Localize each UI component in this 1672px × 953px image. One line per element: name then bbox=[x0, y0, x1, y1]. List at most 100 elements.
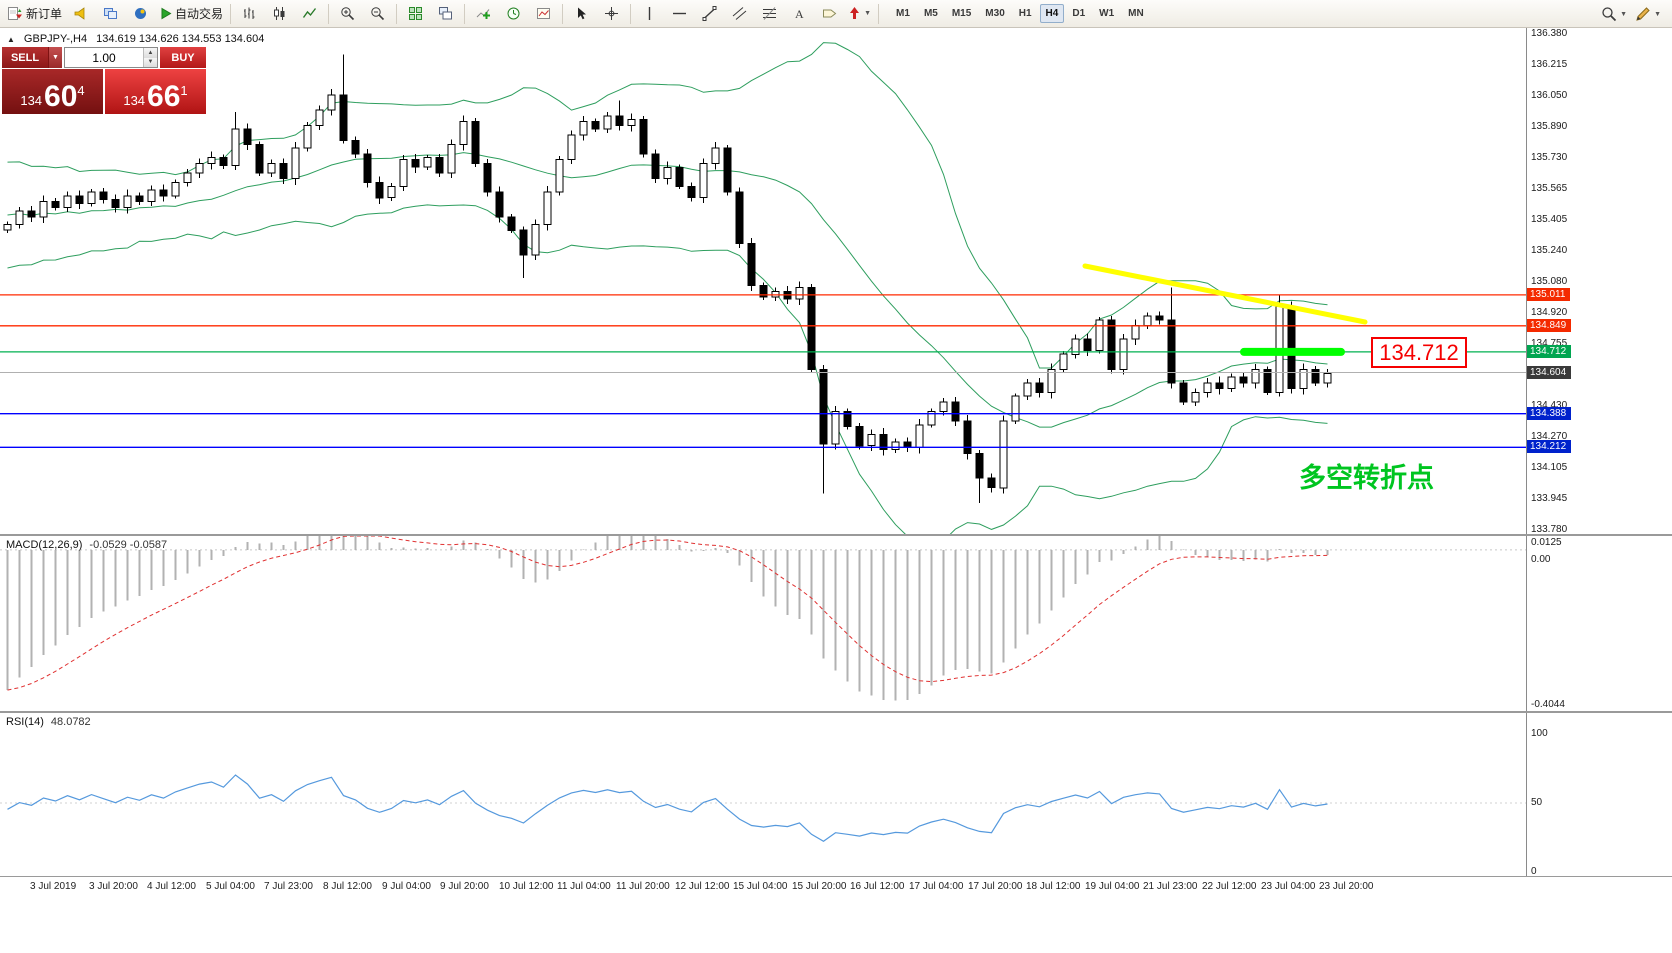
timeline-label: 8 Jul 12:00 bbox=[323, 881, 372, 892]
timeframe-m15[interactable]: M15 bbox=[951, 8, 972, 19]
chart-windows-button[interactable] bbox=[96, 3, 125, 25]
search-button[interactable]: ▼ bbox=[1598, 3, 1630, 25]
timeframe-h4[interactable]: H4 bbox=[1039, 4, 1065, 23]
turning-point-text[interactable]: 多空转折点 bbox=[1299, 463, 1434, 493]
price-axis-label: 135.565 bbox=[1531, 183, 1568, 194]
macd-header: MACD(12,26,9) -0.0529 -0.0587 bbox=[6, 539, 167, 551]
buy-price-base: 134 bbox=[123, 93, 146, 108]
volume-up-button[interactable]: ▲ bbox=[144, 48, 157, 58]
community-button[interactable] bbox=[126, 3, 155, 25]
timeline-label: 9 Jul 04:00 bbox=[382, 881, 431, 892]
timeline-label: 23 Jul 20:00 bbox=[1319, 881, 1374, 892]
sell-tab[interactable]: SELL bbox=[2, 47, 48, 68]
rsi-panel-area[interactable] bbox=[0, 713, 1526, 876]
price-callout-box[interactable]: 134.712 bbox=[1371, 337, 1467, 368]
trendline-button[interactable] bbox=[695, 3, 724, 25]
volume-field: ▲ ▼ bbox=[64, 47, 158, 68]
trendline-icon bbox=[702, 6, 717, 21]
buy-price-button[interactable]: 134 66 1 bbox=[105, 69, 206, 114]
channel-button[interactable] bbox=[725, 3, 754, 25]
timeline-label: 15 Jul 04:00 bbox=[733, 881, 788, 892]
sell-dropdown[interactable]: ▼ bbox=[48, 47, 62, 68]
current-price-tag: 134.604 bbox=[1527, 366, 1572, 379]
bar-chart-icon bbox=[244, 7, 255, 19]
price-tag-134.212: 134.212 bbox=[1527, 440, 1572, 453]
price-axis-label: 134.105 bbox=[1531, 462, 1568, 473]
price-axis-label: 136.050 bbox=[1531, 90, 1568, 101]
toolbar-separator bbox=[396, 3, 398, 24]
timeframe-m5[interactable]: M5 bbox=[923, 8, 938, 19]
line-chart-button[interactable] bbox=[295, 3, 324, 25]
toolbar-separator bbox=[230, 3, 232, 24]
cascade-windows-button[interactable] bbox=[431, 3, 460, 25]
indicators-button[interactable] bbox=[469, 3, 498, 25]
vertical-line-button[interactable] bbox=[635, 3, 664, 25]
label-button[interactable] bbox=[815, 3, 844, 25]
symbol-header: ▲ GBPJPY-,H4 134.619 134.626 134.553 134… bbox=[7, 33, 264, 45]
edit-pencil-button[interactable]: ▼ bbox=[1632, 3, 1664, 25]
clock-icon bbox=[507, 7, 520, 20]
windows-icon bbox=[104, 8, 118, 19]
sell-price-base: 134 bbox=[20, 93, 43, 108]
pencil-icon bbox=[1636, 7, 1650, 21]
fibonacci-button[interactable] bbox=[755, 3, 784, 25]
sell-price-button[interactable]: 134 60 4 bbox=[2, 69, 103, 114]
timeline-label: 7 Jul 23:00 bbox=[264, 881, 313, 892]
macd-rsi-divider[interactable] bbox=[0, 711, 1672, 713]
timeline-label: 12 Jul 12:00 bbox=[675, 881, 730, 892]
rsi-timeline-divider[interactable] bbox=[0, 876, 1672, 877]
templates-button[interactable] bbox=[529, 3, 558, 25]
text-icon: A bbox=[795, 7, 804, 21]
rsi-header: RSI(14) 48.0782 bbox=[6, 716, 91, 728]
timeline-label: 5 Jul 04:00 bbox=[206, 881, 255, 892]
main-chart-area[interactable] bbox=[0, 28, 1526, 534]
chart-macd-divider[interactable] bbox=[0, 534, 1672, 536]
price-axis-label: 136.380 bbox=[1531, 28, 1568, 39]
volume-down-button[interactable]: ▼ bbox=[144, 57, 157, 67]
buy-tab[interactable]: BUY bbox=[160, 47, 206, 68]
volume-input[interactable] bbox=[65, 48, 143, 67]
symbol-name: GBPJPY-,H4 bbox=[23, 33, 88, 45]
toolbar-separator bbox=[878, 3, 880, 24]
timeline-label: 17 Jul 04:00 bbox=[909, 881, 964, 892]
price-axis-label: 134.270 bbox=[1531, 431, 1568, 442]
timeframe-w1[interactable]: W1 bbox=[1099, 8, 1115, 19]
price-axis-label: 134.755 bbox=[1531, 338, 1568, 349]
rsi-axis-label: 0 bbox=[1531, 866, 1537, 877]
zoom-in-button[interactable] bbox=[333, 3, 362, 25]
rsi-value: 48.0782 bbox=[50, 716, 91, 728]
time-axis[interactable]: 3 Jul 2019 3 Jul 20:00 4 Jul 12:00 5 Jul 04… bbox=[0, 877, 1672, 899]
price-axis[interactable]: 136.380 136.215 136.050 135.890 135.730 135.5… bbox=[1526, 28, 1672, 877]
cursor-button[interactable] bbox=[567, 3, 596, 25]
fibonacci-icon bbox=[763, 7, 777, 20]
macd-panel-area[interactable] bbox=[0, 536, 1526, 711]
tile-windows-button[interactable] bbox=[401, 3, 430, 25]
collapse-arrow-icon[interactable]: ▲ bbox=[7, 34, 15, 44]
autotrading-button[interactable]: 自动交易 bbox=[156, 3, 226, 25]
timeframe-m1[interactable]: M1 bbox=[896, 8, 910, 19]
arrows-button[interactable]: ▼ bbox=[845, 3, 874, 25]
text-button[interactable]: A bbox=[785, 3, 814, 25]
alert-sound-button[interactable] bbox=[66, 3, 95, 25]
rsi-axis-label: 50 bbox=[1531, 797, 1543, 808]
timeline-label: 11 Jul 04:00 bbox=[557, 881, 611, 892]
volume-spinner: ▲ ▼ bbox=[143, 48, 157, 67]
timeframe-h1[interactable]: H1 bbox=[1018, 8, 1032, 19]
timeframe-d1[interactable]: D1 bbox=[1072, 8, 1086, 19]
timeframe-m30[interactable]: M30 bbox=[985, 8, 1005, 19]
timeline-label: 3 Jul 2019 bbox=[30, 881, 77, 892]
zoom-out-button[interactable] bbox=[363, 3, 392, 25]
periodicity-button[interactable] bbox=[499, 3, 528, 25]
macd-axis-bottom: -0.4044 bbox=[1531, 699, 1565, 710]
new-order-button[interactable]: 新订单 bbox=[4, 3, 65, 25]
price-axis-label: 135.240 bbox=[1531, 245, 1568, 256]
candlestick-chart-button[interactable] bbox=[265, 3, 294, 25]
toolbar-separator bbox=[630, 3, 632, 24]
sell-price-sup: 4 bbox=[77, 83, 85, 98]
horizontal-line-button[interactable] bbox=[665, 3, 694, 25]
indicators-icon bbox=[476, 9, 491, 19]
crosshair-button[interactable] bbox=[597, 3, 626, 25]
timeline-label: 23 Jul 04:00 bbox=[1261, 881, 1316, 892]
bar-chart-button[interactable] bbox=[235, 3, 264, 25]
timeframe-mn[interactable]: MN bbox=[1128, 8, 1144, 19]
